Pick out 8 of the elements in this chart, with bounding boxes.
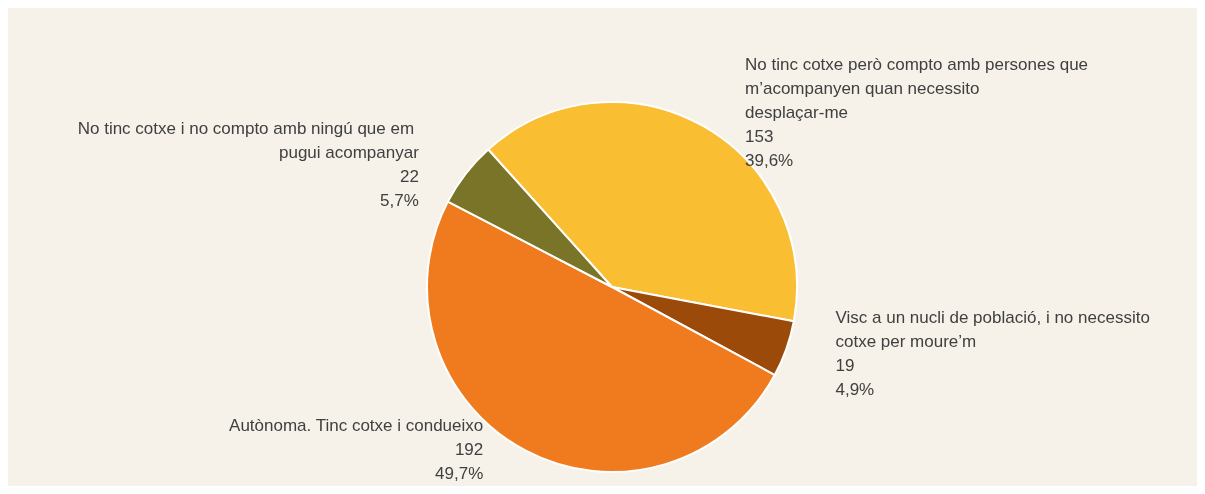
slice-label: Visc a un nucli de població, i no necessito cotxe per moure’m bbox=[835, 308, 1155, 352]
data-label: 22 5,7% bbox=[380, 167, 419, 211]
data-label: 19 4,9% bbox=[835, 356, 875, 400]
data-label: 192 49,7% bbox=[435, 439, 484, 483]
slice-label: Autònoma. Tinc cotxe i condueixo bbox=[229, 415, 484, 435]
data-label: 153 39,6% bbox=[745, 127, 794, 171]
slice-label: No tinc cotxe i no compto amb ningú que em pugui acompanyar bbox=[77, 119, 420, 163]
slice-label: No tinc cotxe però compto amb persones que m’acompanyen quan necessito desplaçar-me bbox=[745, 55, 1093, 123]
